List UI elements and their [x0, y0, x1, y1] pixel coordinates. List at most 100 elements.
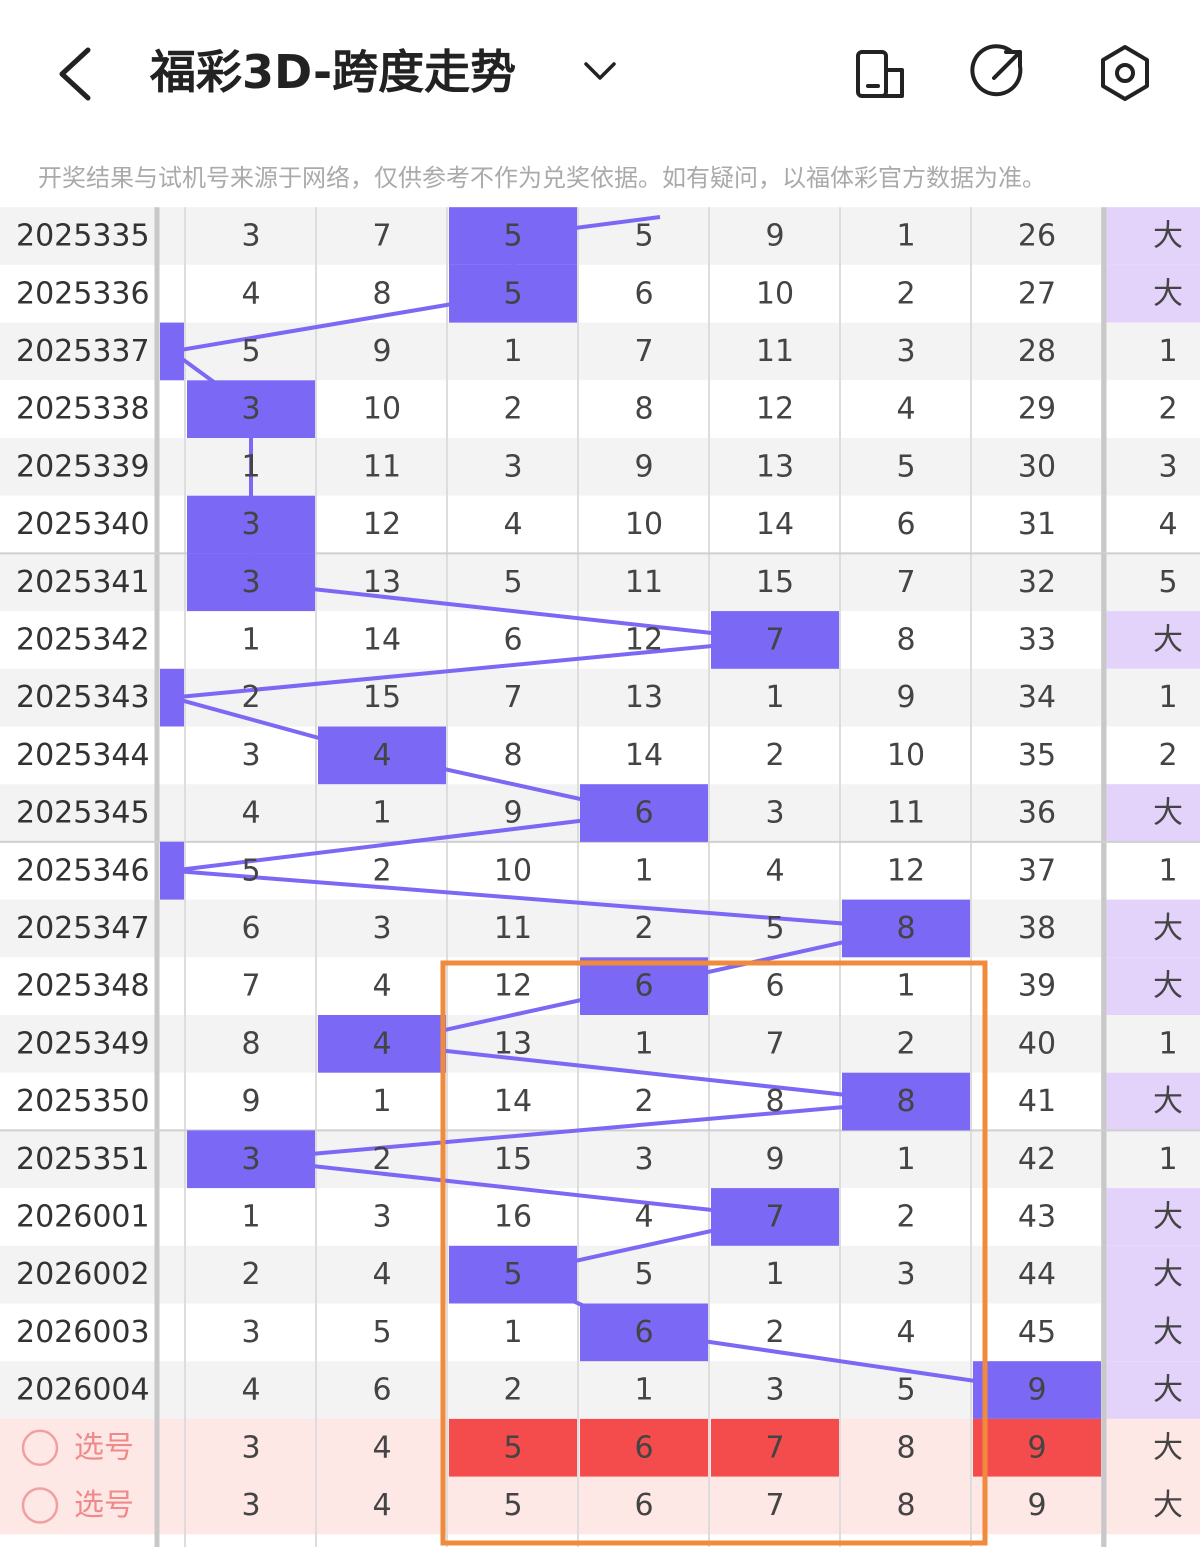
cell-value: 15 [756, 565, 794, 600]
big-cell [1105, 784, 1200, 842]
cell-value: 4 [896, 392, 915, 427]
cell-value: 3 [241, 1315, 260, 1350]
cell-value: 4 [372, 738, 391, 773]
cell-value: 大 [1153, 1257, 1183, 1292]
cell-value: 6 [241, 911, 260, 946]
cell-value: 15 [494, 1142, 532, 1177]
hit-block [160, 668, 184, 727]
cell-value: 6 [634, 1315, 653, 1350]
pick-value: 5 [503, 1488, 522, 1523]
cell-value: 6 [634, 276, 653, 311]
pick-cell[interactable] [580, 1418, 708, 1477]
issue-number: 2025342 [16, 622, 150, 657]
cell-value: 12 [756, 392, 794, 427]
cell-value: 16 [494, 1199, 532, 1234]
pick-value: 3 [241, 1488, 260, 1523]
row-bg [0, 1072, 1200, 1131]
cell-value: 2 [765, 1315, 784, 1350]
pick-value: 5 [503, 1430, 522, 1465]
pick-value: 6 [634, 1430, 653, 1465]
cell-value: 8 [503, 738, 522, 773]
cell-value: 3 [241, 565, 260, 600]
big-cell [1105, 1072, 1200, 1131]
pick-cell[interactable] [711, 1418, 839, 1477]
dropdown-icon[interactable] [584, 62, 616, 80]
cell-value: 5 [503, 1257, 522, 1292]
cell-value: 3 [634, 1142, 653, 1177]
hit-block [318, 726, 446, 785]
cell-value: 2 [372, 1142, 391, 1177]
issue-number: 2025336 [16, 276, 150, 311]
cell-value: 3 [765, 1373, 784, 1408]
cell-value: 1 [503, 334, 522, 369]
cell-value: 36 [1018, 796, 1056, 831]
cell-value: 9 [241, 1084, 260, 1119]
cell-value: 3 [241, 392, 260, 427]
cell-value: 14 [625, 738, 663, 773]
cell-value: 大 [1153, 1315, 1183, 1350]
pick-checkbox[interactable] [21, 1487, 59, 1524]
pick-cell[interactable] [449, 1418, 577, 1477]
row-bg [0, 899, 1200, 958]
cell-value: 5 [634, 219, 653, 254]
issue-number: 2026002 [16, 1257, 150, 1292]
big-cell [1105, 957, 1200, 1015]
issue-number: 2025345 [16, 796, 150, 831]
big-cell [1105, 611, 1200, 669]
hit-block [973, 1361, 1101, 1419]
grid-lines [0, 207, 1200, 1547]
issue-number: 2025347 [16, 911, 150, 946]
cell-value: 1 [1158, 1142, 1177, 1177]
cell-value: 5 [634, 1257, 653, 1292]
cell-value: 2 [241, 1257, 260, 1292]
pick-checkbox[interactable] [21, 1429, 59, 1466]
cell-value: 1 [372, 796, 391, 831]
cell-value: 4 [372, 1257, 391, 1292]
pick-value: 3 [241, 1430, 260, 1465]
cell-value: 大 [1153, 1084, 1183, 1119]
issue-number: 2025340 [16, 507, 150, 542]
hit-block [842, 899, 970, 958]
big-cell [1105, 1303, 1200, 1362]
cell-value: 12 [625, 622, 663, 657]
cell-value: 1 [241, 1199, 260, 1234]
cell-value: 大 [1153, 219, 1183, 254]
cell-value: 3 [241, 738, 260, 773]
rotate-icon[interactable] [856, 50, 904, 98]
issue-number: 2025349 [16, 1026, 150, 1061]
back-button[interactable] [59, 47, 91, 101]
row-bg [0, 438, 1200, 496]
cell-value: 5 [503, 276, 522, 311]
cell-value: 37 [1018, 853, 1056, 888]
row-bg [0, 841, 1200, 900]
cell-value: 9 [634, 449, 653, 484]
cell-value: 9 [372, 334, 391, 369]
issue-number: 2025346 [16, 853, 150, 888]
hit-block [711, 1188, 839, 1246]
big-cell [1105, 1245, 1200, 1304]
share-icon[interactable] [970, 44, 1023, 97]
cell-value: 1 [634, 853, 653, 888]
cell-value: 31 [1018, 507, 1056, 542]
cell-value: 15 [363, 680, 401, 715]
settings-icon[interactable] [1101, 45, 1149, 101]
big-cell [1105, 899, 1200, 958]
cell-value: 28 [1018, 334, 1056, 369]
big-cell [1105, 264, 1200, 323]
pick-label: 选号 [74, 1430, 134, 1465]
cell-value: 大 [1153, 1199, 1183, 1234]
cell-value: 12 [887, 853, 925, 888]
cell-value: 4 [634, 1199, 653, 1234]
cell-value: 10 [494, 853, 532, 888]
cell-value: 29 [1018, 392, 1056, 427]
cell-value: 6 [634, 796, 653, 831]
pick-cell[interactable] [973, 1418, 1101, 1477]
cell-value: 11 [625, 565, 663, 600]
issue-number: 2025341 [16, 565, 150, 600]
cell-value: 10 [363, 392, 401, 427]
cell-value: 1 [634, 1026, 653, 1061]
cell-value: 1 [1158, 1026, 1177, 1061]
cell-value: 大 [1153, 969, 1183, 1004]
pick-value: 7 [765, 1488, 784, 1523]
cell-value: 14 [756, 507, 794, 542]
